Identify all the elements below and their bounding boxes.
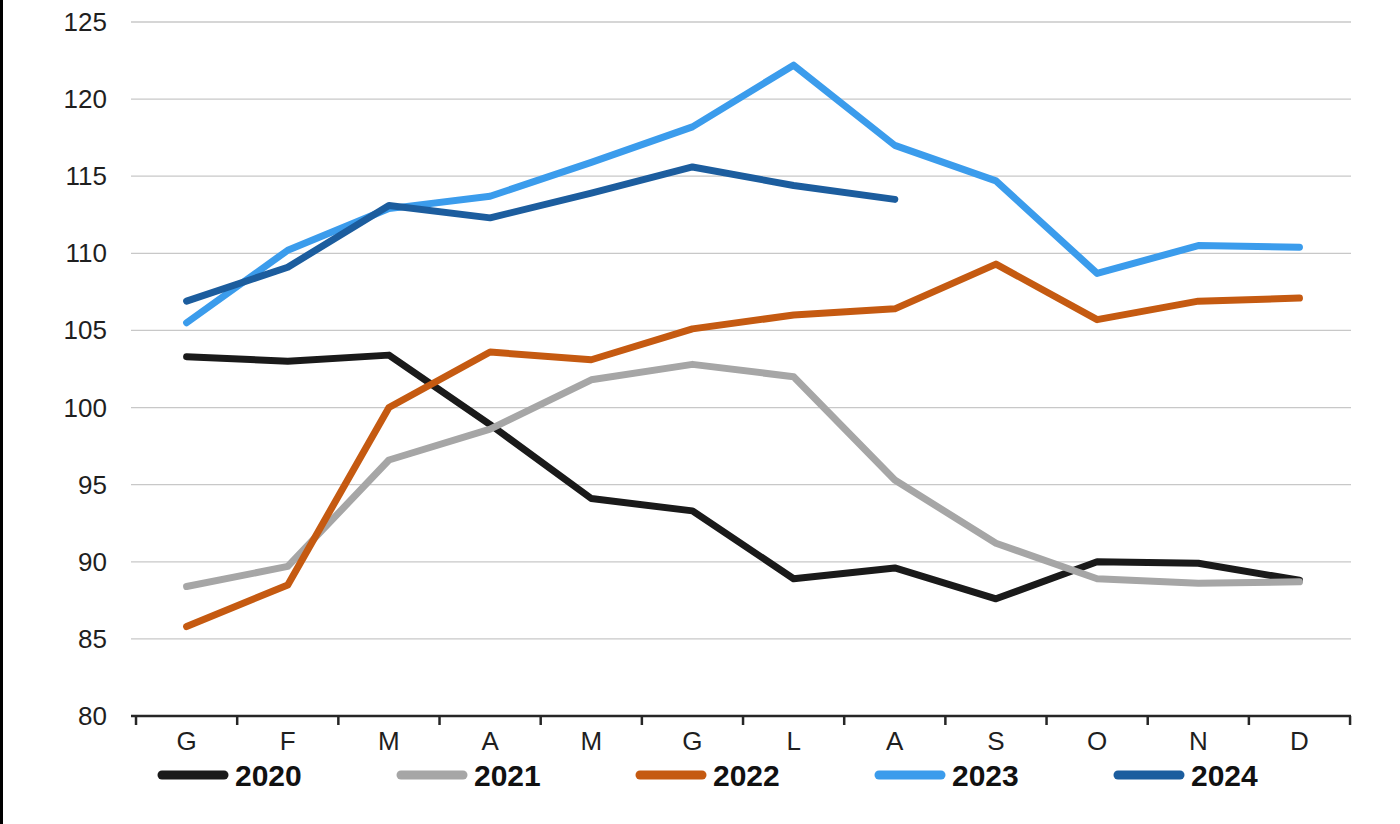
x-tick-label-4: M (580, 726, 602, 756)
legend-item-2023: 2023 (879, 759, 1019, 792)
y-tick-label-120: 120 (64, 84, 107, 114)
legend-label-2024: 2024 (1191, 759, 1258, 792)
y-tick-label-90: 90 (78, 547, 107, 577)
x-tick-label-1: F (280, 726, 296, 756)
legend-label-2023: 2023 (952, 759, 1019, 792)
x-axis-labels: GFMAMGLASOND (176, 726, 1308, 756)
y-tick-label-105: 105 (64, 315, 107, 345)
y-tick-label-95: 95 (78, 470, 107, 500)
legend-label-2020: 2020 (235, 759, 302, 792)
x-tick-label-10: N (1189, 726, 1208, 756)
chart-legend: 2020 2021 2022 2023 2024 (162, 759, 1258, 792)
x-tick-label-9: O (1087, 726, 1107, 756)
line-chart: 12512011511010510095908580 GFMAMGLASOND … (0, 0, 1400, 824)
x-tick-label-5: G (682, 726, 702, 756)
y-tick-label-115: 115 (66, 161, 107, 191)
y-tick-label-80: 80 (78, 701, 107, 731)
series-line-2024 (187, 167, 895, 301)
y-tick-label-110: 110 (66, 238, 107, 268)
series-line-2022 (187, 264, 1300, 626)
series-lines (187, 65, 1300, 626)
x-tick-label-3: A (481, 726, 499, 756)
x-tick-label-2: M (378, 726, 400, 756)
legend-label-2022: 2022 (713, 759, 780, 792)
x-tick-label-7: A (886, 726, 904, 756)
legend-item-2021: 2021 (401, 759, 541, 792)
x-tick-label-11: D (1290, 726, 1309, 756)
legend-item-2020: 2020 (162, 759, 302, 792)
x-tick-label-6: L (786, 726, 800, 756)
y-axis-labels: 125 120 115 110 105 100 95 90 85 80 (64, 7, 107, 731)
legend-item-2022: 2022 (640, 759, 780, 792)
y-tick-label-100: 100 (64, 393, 107, 423)
x-tick-label-8: S (987, 726, 1004, 756)
y-tick-label-85: 85 (78, 624, 107, 654)
legend-item-2024: 2024 (1118, 759, 1258, 792)
y-tick-label-125: 125 (64, 7, 107, 37)
chart-canvas: 12512011511010510095908580 GFMAMGLASOND … (0, 0, 1400, 824)
legend-label-2021: 2021 (474, 759, 541, 792)
x-axis (131, 716, 1351, 725)
series-line-2023 (187, 65, 1300, 323)
x-tick-label-0: G (176, 726, 196, 756)
